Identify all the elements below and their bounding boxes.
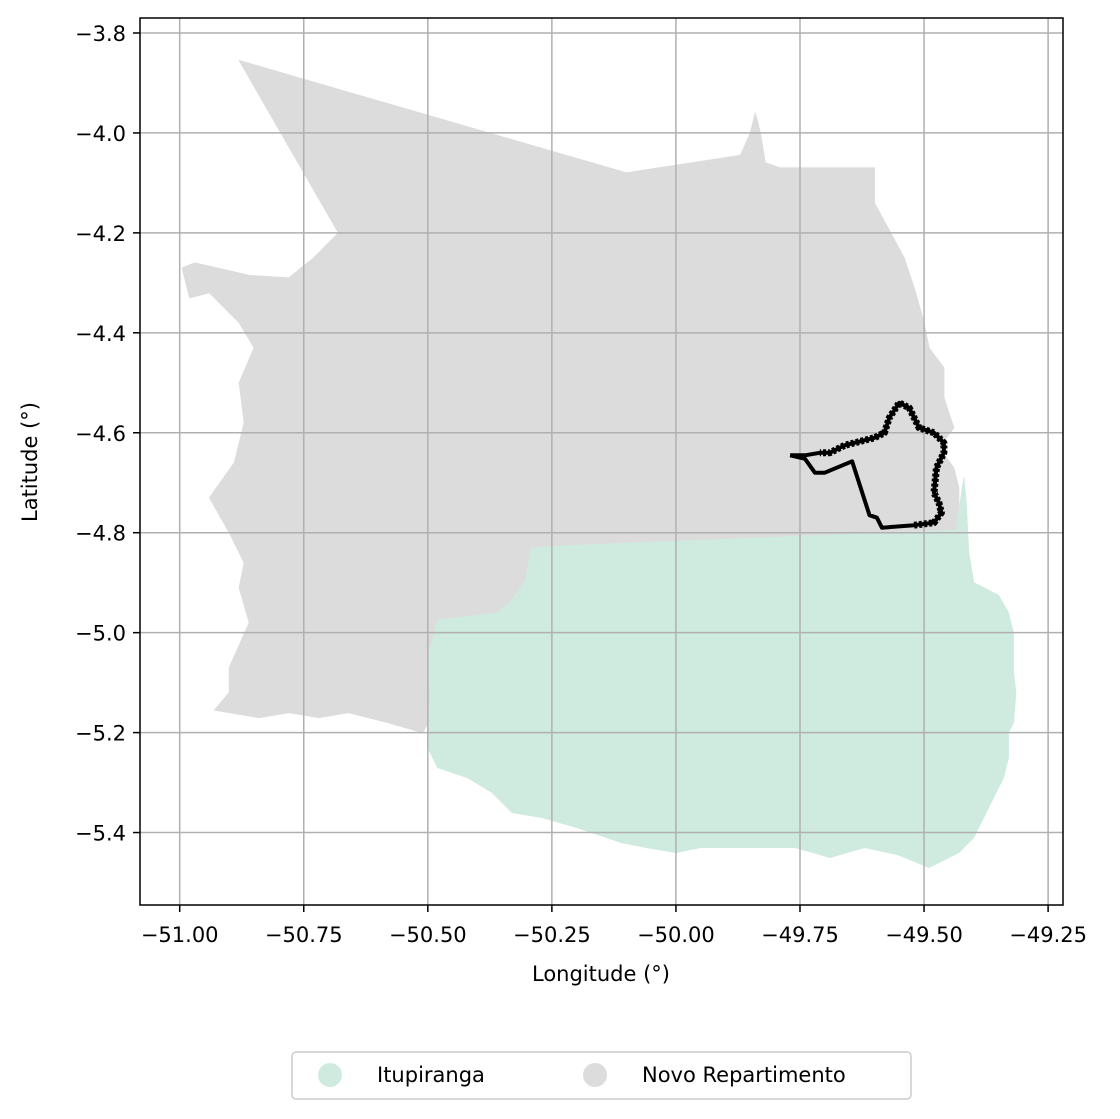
x-ticks: −51.00 −50.75 −50.50 −50.25 −50.00 −49.75 −49.…	[141, 905, 1087, 947]
x-tick-label: −50.25	[513, 923, 591, 947]
y-tick-label: −4.6	[75, 422, 126, 446]
x-tick-label: −50.50	[389, 923, 467, 947]
y-tick-label: −5.4	[75, 822, 126, 846]
region-layer	[181, 59, 1017, 869]
y-axis-label: Latitude (°)	[18, 402, 42, 522]
x-tick-label: −49.25	[1009, 923, 1087, 947]
y-ticks: −3.8 −4.0 −4.2 −4.4 −4.6 −4.8 −5.0 −5.2 −5.4	[75, 22, 140, 846]
x-tick-label: −50.75	[265, 923, 343, 947]
y-tick-label: −5.0	[75, 622, 126, 646]
boundary-layer	[789, 399, 948, 530]
x-axis-label: Longitude (°)	[532, 962, 670, 986]
boundary-line-rough	[819, 399, 948, 529]
legend-label-itupiranga: Itupiranga	[377, 1063, 485, 1087]
plot-frame	[139, 17, 1064, 906]
y-tick-label: −4.4	[75, 322, 126, 346]
x-tick-label: −49.75	[761, 923, 839, 947]
legend-marker-novo-repartimento	[583, 1063, 607, 1087]
y-tick-label: −5.2	[75, 722, 126, 746]
legend-label-novo-repartimento: Novo Repartimento	[642, 1063, 846, 1087]
y-tick-label: −3.8	[75, 22, 126, 46]
y-tick-label: −4.8	[75, 522, 126, 546]
y-tick-label: −4.2	[75, 222, 126, 246]
x-tick-label: −51.00	[141, 923, 219, 947]
region-itupiranga	[427, 477, 1017, 869]
grid-layer	[140, 18, 1063, 905]
x-tick-label: −49.50	[885, 923, 963, 947]
y-tick-label: −4.0	[75, 122, 126, 146]
legend-marker-itupiranga	[318, 1063, 342, 1087]
legend: Itupiranga Novo Repartimento	[291, 1051, 912, 1100]
x-tick-label: −50.00	[637, 923, 715, 947]
